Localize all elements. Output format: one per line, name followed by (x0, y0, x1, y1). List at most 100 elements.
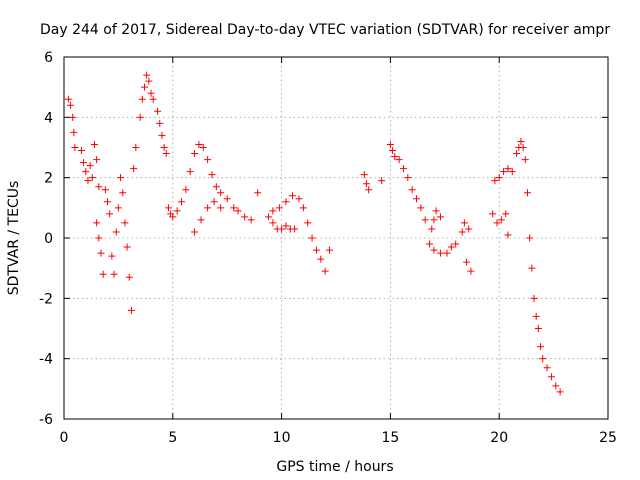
data-point (408, 186, 416, 194)
x-tick-label: 15 (381, 430, 399, 446)
data-point (212, 183, 220, 191)
data-point (210, 198, 218, 206)
data-point (269, 207, 277, 215)
data-point (230, 204, 238, 212)
axis-ticks: 0 5 10 15 20 25 -6 -4 -2 0 2 4 6 (39, 50, 617, 446)
data-point (108, 252, 116, 260)
data-point (93, 219, 101, 227)
data-point (386, 140, 394, 148)
data-point (119, 189, 127, 197)
data-point (77, 147, 85, 155)
data-point (191, 228, 199, 236)
data-point (489, 210, 497, 218)
data-point (426, 240, 434, 248)
data-point (241, 213, 249, 221)
data-point (421, 216, 429, 224)
data-point (156, 119, 164, 127)
data-point (88, 174, 96, 182)
y-axis-title: SDTVAR / TECUs (6, 181, 22, 296)
data-point (138, 95, 146, 103)
data-point (82, 168, 90, 176)
data-point (145, 77, 153, 85)
data-point (365, 186, 373, 194)
data-point (432, 207, 440, 215)
data-point (149, 95, 157, 103)
data-point (275, 204, 283, 212)
data-point (497, 216, 505, 224)
data-point (69, 113, 77, 121)
data-point (110, 270, 118, 278)
data-point (458, 228, 466, 236)
data-point (493, 219, 501, 227)
data-point (80, 159, 88, 167)
data-point (430, 246, 438, 254)
data-point (508, 168, 516, 176)
x-tick-label: 20 (490, 430, 508, 446)
data-point (463, 258, 471, 266)
data-point (537, 343, 545, 351)
data-point (504, 165, 512, 173)
data-point (517, 137, 525, 145)
data-point (428, 225, 436, 233)
data-point (282, 222, 290, 230)
data-point (121, 219, 129, 227)
data-point (123, 243, 131, 251)
data-point (404, 174, 412, 182)
data-point (104, 198, 112, 206)
data-point (413, 195, 421, 203)
data-point (199, 144, 207, 151)
data-point (317, 255, 325, 263)
y-tick-label: 0 (44, 231, 53, 247)
data-point (162, 150, 170, 158)
data-point (97, 249, 105, 257)
data-point (547, 373, 555, 381)
data-point (247, 216, 255, 224)
data-point (295, 195, 303, 203)
data-point (395, 156, 403, 164)
data-point (519, 144, 527, 151)
data-point (191, 150, 199, 158)
data-point (325, 246, 333, 254)
x-tick-label: 5 (168, 430, 177, 446)
data-point (436, 213, 444, 221)
x-axis-title: GPS time / hours (276, 459, 393, 475)
y-tick-label: -4 (39, 352, 53, 368)
data-point (308, 234, 316, 242)
data-point (465, 225, 473, 233)
data-point (95, 234, 103, 242)
data-point (169, 213, 177, 221)
data-point (504, 231, 512, 239)
data-point (173, 207, 181, 215)
data-point (299, 204, 307, 212)
data-point (106, 210, 114, 218)
chart-title: Day 244 of 2017, Sidereal Day-to-day VTE… (40, 22, 610, 38)
data-point (539, 355, 547, 363)
grid-layer (64, 57, 608, 419)
data-point (500, 168, 508, 176)
data-point (521, 156, 529, 164)
data-point (278, 225, 286, 233)
data-point (117, 174, 125, 182)
data-point (141, 83, 149, 91)
data-point (143, 71, 151, 79)
data-point (217, 189, 225, 197)
data-point (312, 246, 320, 254)
data-point (443, 249, 451, 257)
data-point (217, 204, 225, 212)
data-point (362, 180, 370, 188)
data-point (158, 131, 166, 139)
data-point (460, 219, 468, 227)
data-point (101, 186, 109, 194)
data-points (64, 71, 564, 396)
data-point (164, 204, 172, 212)
data-point (114, 204, 122, 212)
data-point (182, 186, 190, 194)
y-tick-label: -6 (39, 412, 53, 428)
data-point (208, 171, 216, 179)
data-point (90, 140, 98, 148)
data-point (556, 388, 564, 396)
data-point (160, 144, 168, 151)
data-point (71, 144, 79, 151)
data-point (127, 306, 135, 314)
y-tick-label: 6 (44, 50, 53, 66)
